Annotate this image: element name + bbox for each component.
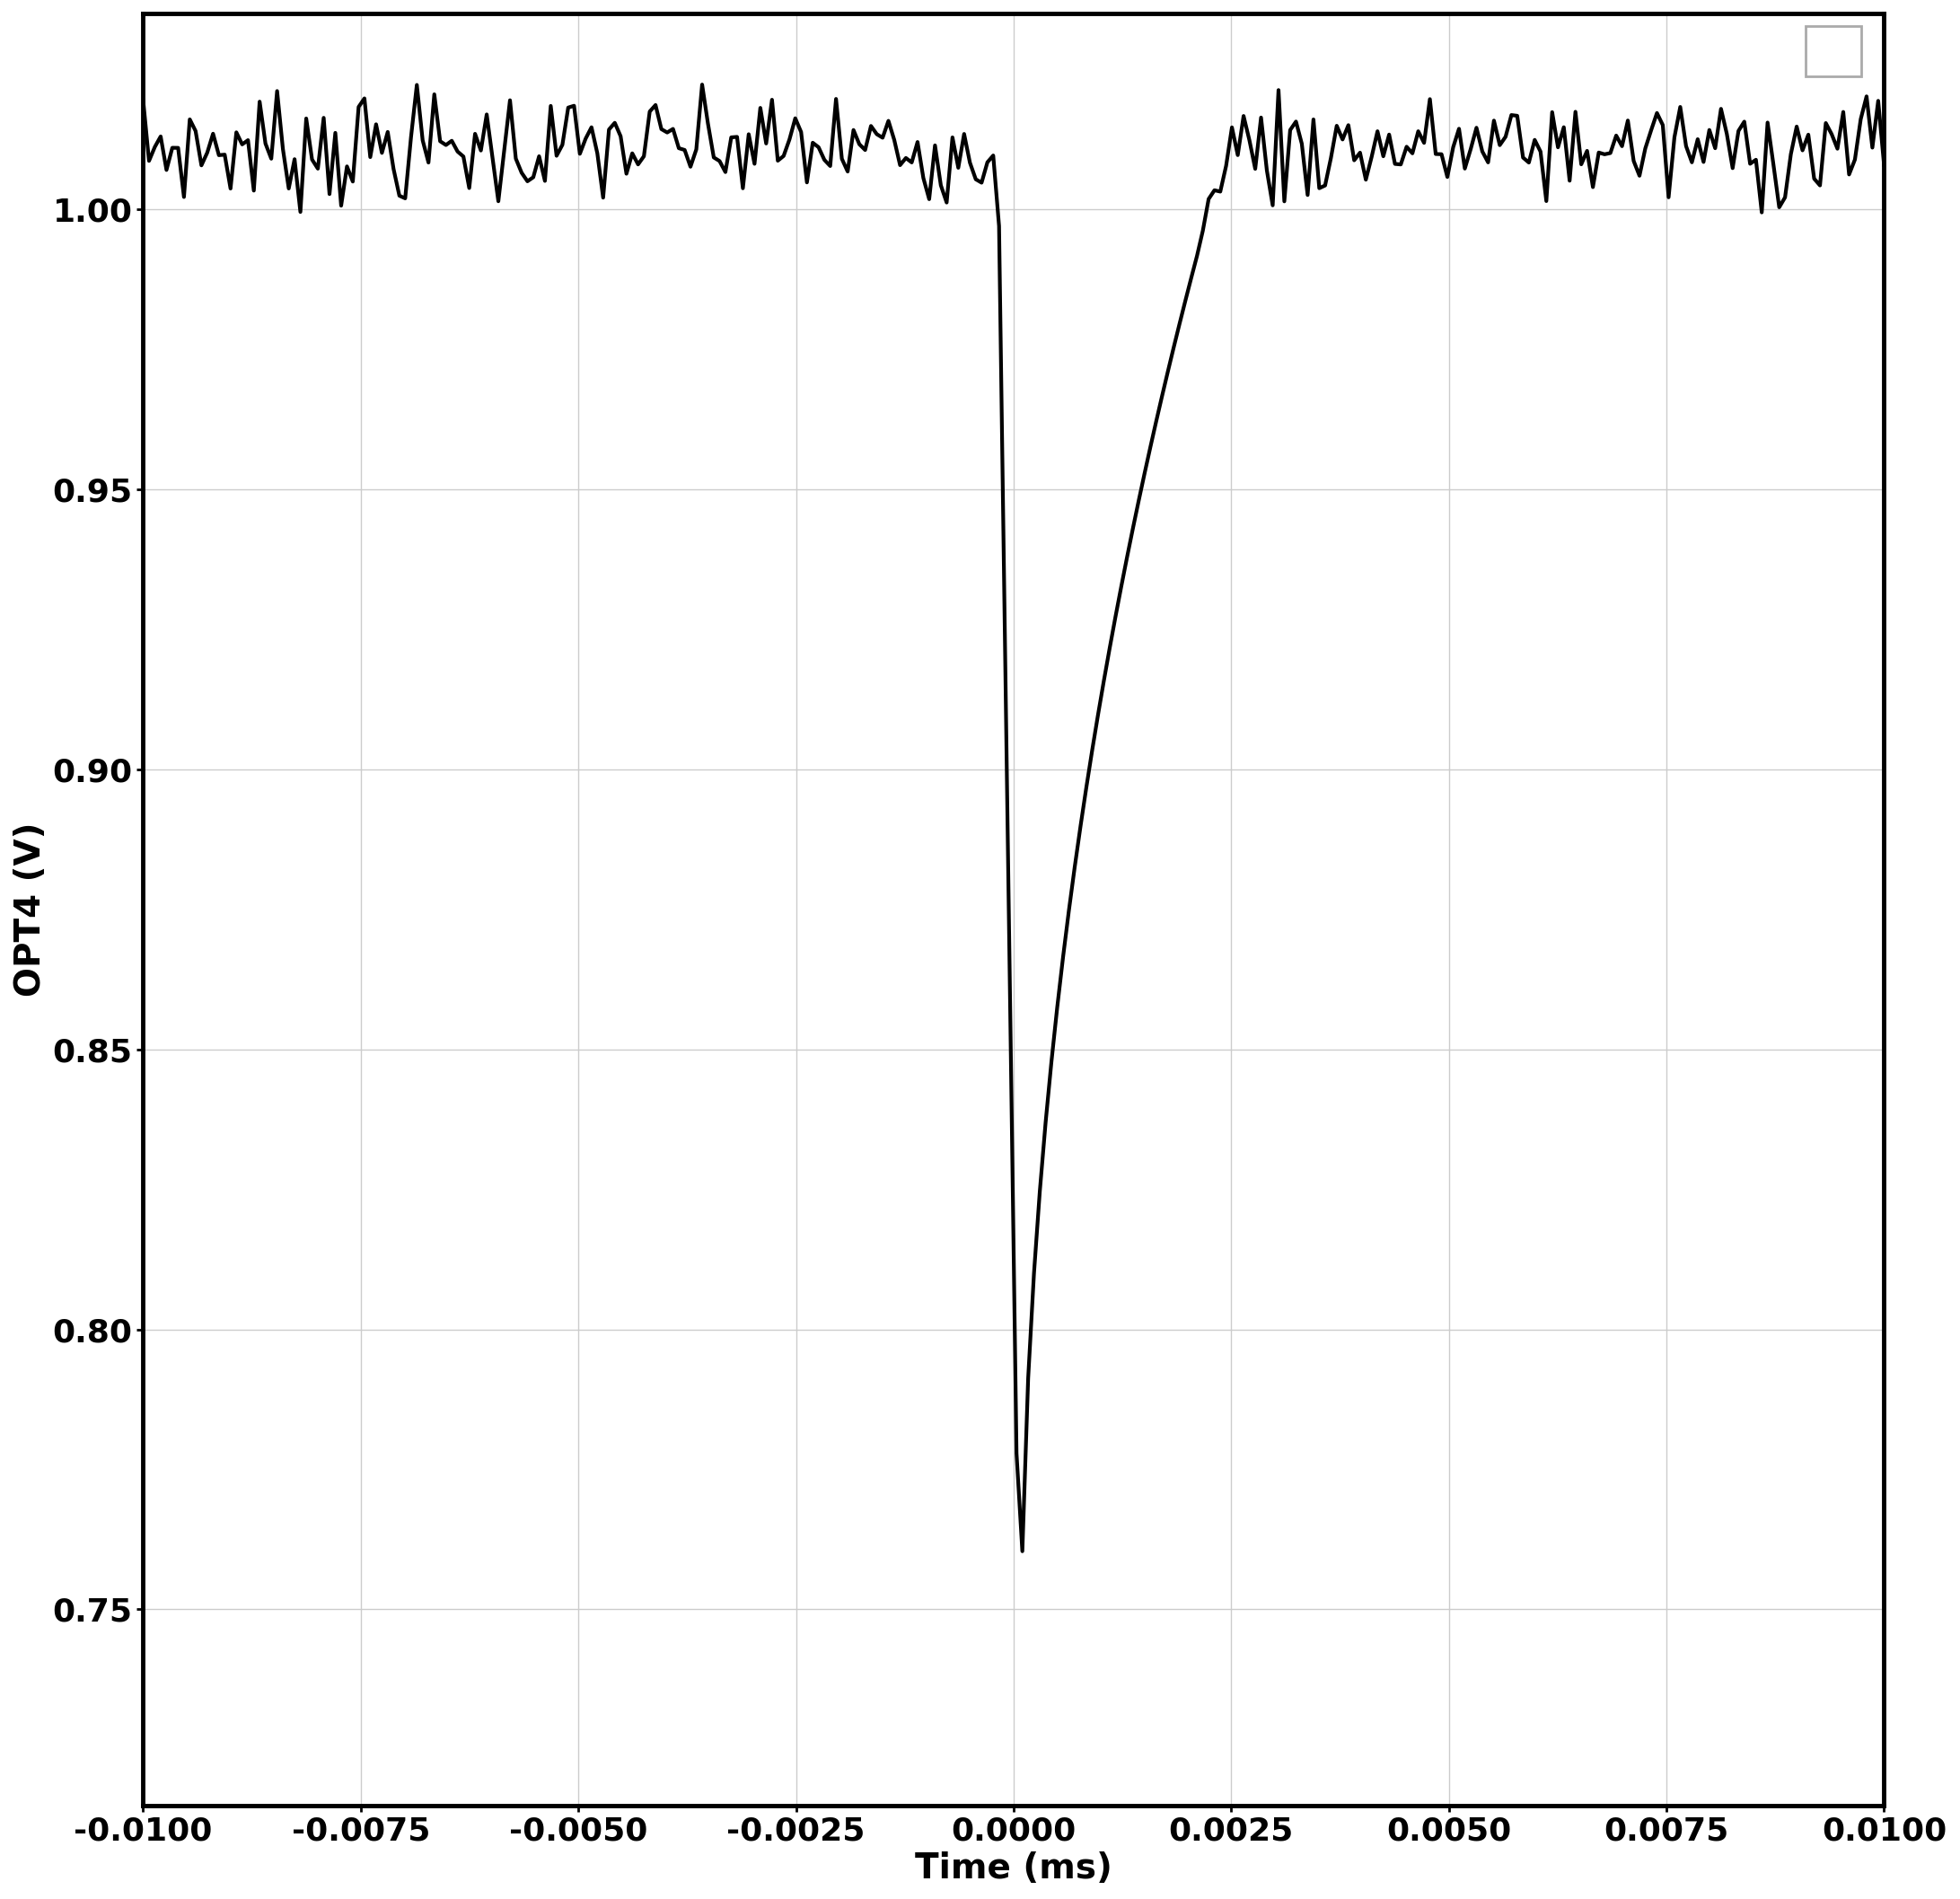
FancyBboxPatch shape <box>1805 27 1862 76</box>
Y-axis label: OPT4 (V): OPT4 (V) <box>14 822 47 997</box>
X-axis label: Time (ms): Time (ms) <box>915 1852 1113 1886</box>
